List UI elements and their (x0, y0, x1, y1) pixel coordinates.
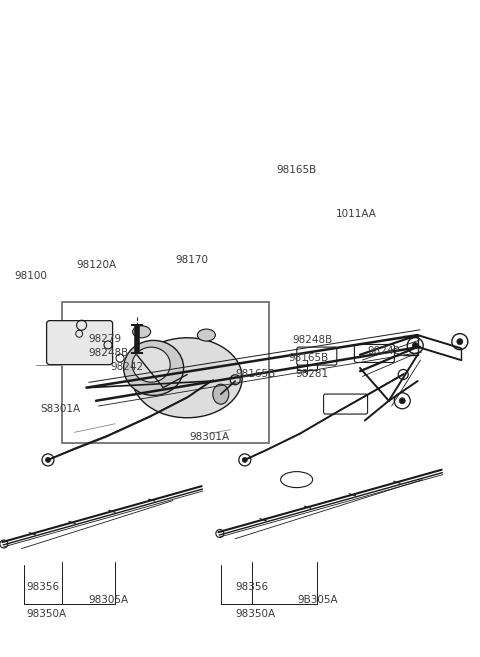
Text: 98281: 98281 (295, 369, 328, 380)
Bar (62, 302, 269, 443)
FancyBboxPatch shape (213, 359, 253, 377)
Text: 98120A: 98120A (77, 260, 117, 270)
Ellipse shape (132, 347, 170, 382)
Text: 98248B: 98248B (89, 348, 129, 359)
Circle shape (46, 457, 50, 463)
Text: 98165B: 98165B (235, 369, 276, 380)
Ellipse shape (213, 384, 229, 404)
Text: 98170: 98170 (175, 254, 208, 265)
Text: 98350A: 98350A (235, 609, 276, 620)
FancyBboxPatch shape (297, 347, 337, 365)
Ellipse shape (124, 340, 184, 396)
Text: 98242: 98242 (367, 346, 400, 357)
Ellipse shape (132, 326, 151, 338)
Text: 98279: 98279 (89, 334, 122, 344)
Text: 98350A: 98350A (26, 609, 67, 620)
Ellipse shape (132, 338, 242, 418)
FancyBboxPatch shape (354, 344, 395, 363)
Text: 98248B: 98248B (293, 335, 333, 346)
Circle shape (412, 342, 418, 349)
Text: 98165B: 98165B (276, 164, 316, 175)
Text: 98242: 98242 (110, 361, 144, 372)
Text: 98301A: 98301A (190, 432, 230, 442)
Bar (297, 350, 317, 370)
Text: 98356: 98356 (26, 581, 60, 592)
Text: 98100: 98100 (14, 271, 47, 281)
Circle shape (208, 379, 214, 386)
Circle shape (242, 457, 247, 463)
Circle shape (86, 384, 92, 391)
Ellipse shape (197, 329, 216, 341)
Circle shape (457, 338, 463, 345)
Text: 9B305A: 9B305A (298, 595, 338, 605)
Text: 98165B: 98165B (288, 353, 328, 363)
FancyBboxPatch shape (47, 321, 113, 365)
FancyBboxPatch shape (324, 394, 368, 414)
FancyBboxPatch shape (69, 347, 109, 365)
Ellipse shape (281, 472, 312, 487)
Circle shape (399, 397, 405, 404)
Text: 98305A: 98305A (89, 595, 129, 605)
Text: 1011AA: 1011AA (336, 208, 377, 219)
Text: S8301A: S8301A (41, 403, 81, 414)
Text: 98356: 98356 (235, 581, 268, 592)
Circle shape (96, 363, 101, 370)
